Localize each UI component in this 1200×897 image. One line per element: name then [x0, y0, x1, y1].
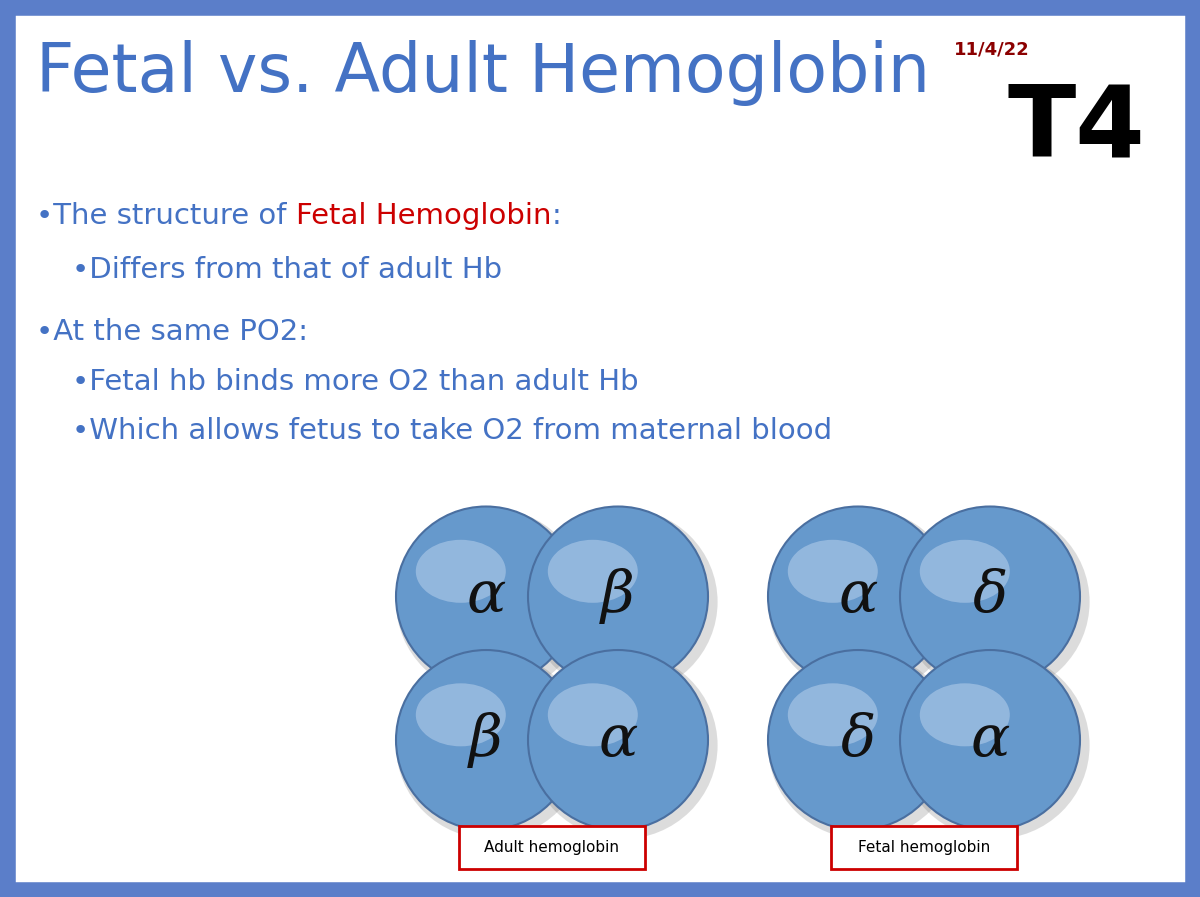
Text: δ: δ [972, 569, 1008, 624]
Text: Fetal vs. Adult Hemoglobin: Fetal vs. Adult Hemoglobin [36, 40, 930, 107]
Text: α: α [467, 569, 505, 624]
Ellipse shape [900, 650, 1080, 830]
Ellipse shape [919, 540, 1010, 603]
Text: •Differs from that of adult Hb: •Differs from that of adult Hb [72, 256, 502, 283]
Ellipse shape [919, 684, 1010, 746]
Text: :: : [551, 202, 562, 230]
Text: 11/4/22: 11/4/22 [954, 40, 1030, 58]
Ellipse shape [528, 650, 708, 830]
Ellipse shape [900, 507, 1080, 686]
Ellipse shape [528, 509, 718, 695]
Text: Adult hemoglobin: Adult hemoglobin [485, 840, 619, 855]
Text: Fetal hemoglobin: Fetal hemoglobin [858, 840, 990, 855]
Text: β: β [601, 569, 635, 624]
Ellipse shape [547, 684, 638, 746]
FancyBboxPatch shape [830, 826, 1018, 869]
Ellipse shape [768, 509, 958, 695]
Ellipse shape [396, 509, 586, 695]
Ellipse shape [547, 540, 638, 603]
Ellipse shape [900, 652, 1090, 839]
Text: •At the same PO2:: •At the same PO2: [36, 318, 308, 346]
Ellipse shape [768, 507, 948, 686]
Text: δ: δ [840, 712, 876, 768]
Ellipse shape [396, 507, 576, 686]
FancyBboxPatch shape [458, 826, 646, 869]
Ellipse shape [396, 652, 586, 839]
Text: Fetal Hemoglobin: Fetal Hemoglobin [295, 202, 551, 230]
Ellipse shape [416, 684, 506, 746]
Text: α: α [839, 569, 877, 624]
Text: α: α [599, 712, 637, 768]
Text: •Fetal hb binds more O2 than adult Hb: •Fetal hb binds more O2 than adult Hb [72, 368, 638, 396]
Text: β: β [469, 712, 503, 768]
Ellipse shape [787, 684, 878, 746]
Text: •Which allows fetus to take O2 from maternal blood: •Which allows fetus to take O2 from mate… [72, 417, 832, 445]
Ellipse shape [528, 507, 708, 686]
Ellipse shape [768, 650, 948, 830]
Ellipse shape [416, 540, 506, 603]
Ellipse shape [528, 652, 718, 839]
FancyBboxPatch shape [22, 16, 1178, 881]
Text: α: α [971, 712, 1009, 768]
Text: •The structure of: •The structure of [36, 202, 295, 230]
Text: T4: T4 [1008, 81, 1146, 178]
Ellipse shape [787, 540, 878, 603]
Ellipse shape [396, 650, 576, 830]
Ellipse shape [768, 652, 958, 839]
Ellipse shape [900, 509, 1090, 695]
